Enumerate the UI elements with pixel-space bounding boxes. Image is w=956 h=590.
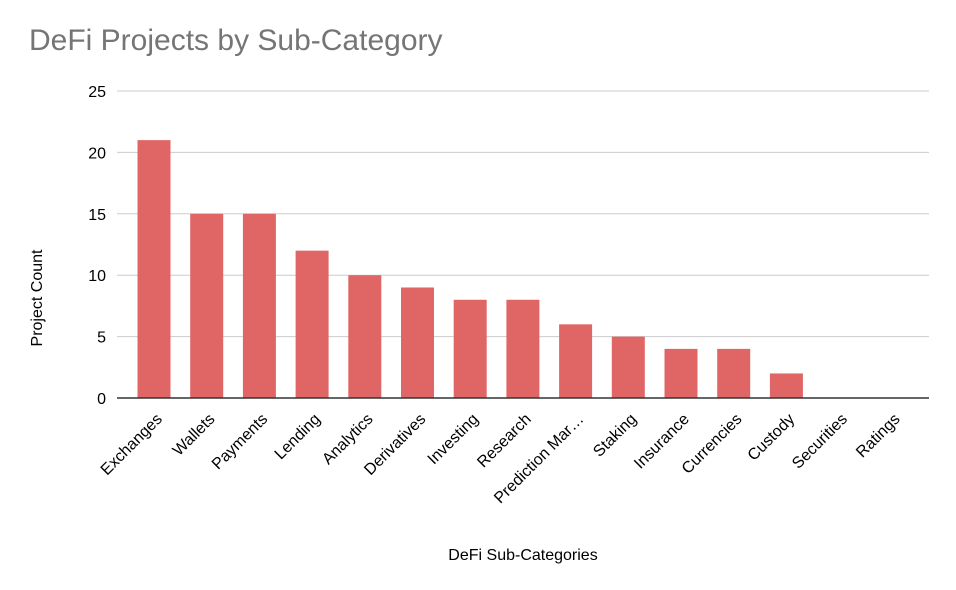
x-tick-label: Lending [272,411,324,463]
x-tick-label: Prediction Mar… [491,411,587,507]
x-tick-label: Wallets [170,411,219,460]
bar-insurance [664,348,698,398]
y-axis-title: Project Count [29,249,46,346]
bar-prediction-mar [559,324,593,398]
bar-currencies [717,348,751,398]
x-tick-label: Securities [789,411,851,473]
bar-analytics [348,275,382,398]
bar-wallets [190,213,224,398]
x-tick-label: Payments [209,411,271,473]
bar-lending [295,250,329,398]
y-tick-labels: 0 5 10 15 20 25 [88,84,106,408]
bar-payments [242,213,276,398]
bars [137,140,803,398]
y-tick-label: 15 [88,207,106,224]
x-tick-label: Staking [590,411,640,461]
y-tick-label: 25 [88,84,106,101]
x-tick-label: Exchanges [98,411,166,479]
y-tick-label: 5 [97,330,106,347]
x-tick-label: Ratings [853,411,903,461]
bar-exchanges [137,140,171,398]
y-tick-label: 10 [88,268,106,285]
y-tick-label: 0 [97,391,106,408]
bar-staking [611,336,645,398]
x-tick-label: Custody [745,411,799,465]
chart-title: DeFi Projects by Sub-Category [29,24,443,57]
bar-investing [453,299,487,398]
y-tick-label: 20 [88,145,106,162]
bar-derivatives [401,287,434,398]
bar-research [506,299,540,398]
x-axis-title: DeFi Sub-Categories [448,547,597,564]
bar-custody [769,373,803,398]
